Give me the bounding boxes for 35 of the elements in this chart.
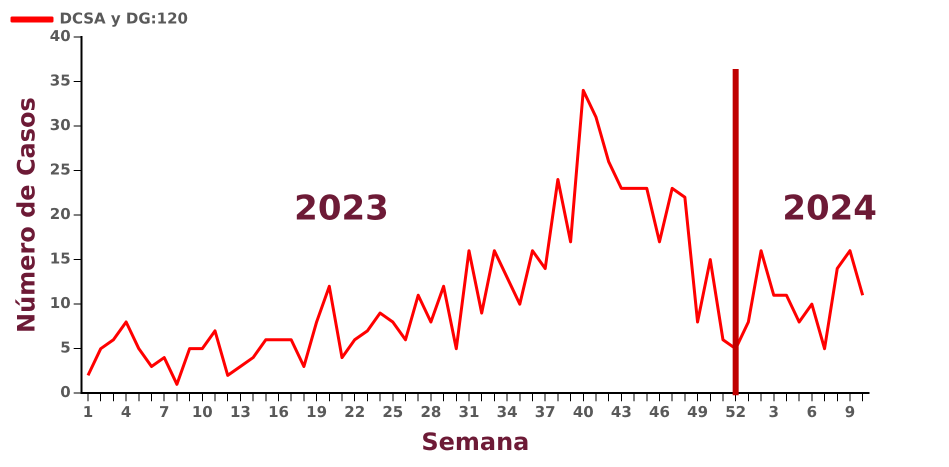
x-tick-label: 3 (768, 403, 779, 422)
annotation: 2024 (782, 188, 877, 228)
x-tick-label: 52 (725, 403, 746, 422)
y-tick-label: 0 (60, 383, 71, 402)
x-tick-label: 13 (230, 403, 251, 422)
x-tick-label: 46 (649, 403, 670, 422)
x-axis-title: Semana (421, 428, 530, 456)
x-tick-label: 19 (306, 403, 328, 422)
x-tick-label: 6 (806, 403, 818, 422)
x-tick-label: 43 (610, 403, 632, 422)
x-tick-label: 25 (382, 403, 404, 422)
x-tick-label: 10 (192, 403, 213, 422)
y-tick-label: 30 (50, 116, 71, 134)
annotation: 2023 (294, 188, 389, 228)
x-tick-label: 34 (496, 403, 518, 422)
y-tick-label: 25 (50, 160, 71, 178)
y-tick-label: 40 (50, 26, 71, 45)
x-tick-label: 28 (420, 403, 442, 422)
x-tick-label: 40 (572, 403, 594, 422)
y-tick-label: 35 (50, 71, 71, 90)
x-tick-label: 31 (458, 403, 480, 422)
y-tick-label: 20 (50, 204, 71, 223)
x-tick-label: 37 (534, 403, 556, 422)
x-tick-label: 7 (159, 403, 170, 422)
x-tick-label: 4 (120, 403, 132, 422)
x-tick-label: 9 (844, 403, 856, 422)
y-tick-label: 10 (50, 294, 71, 312)
y-tick-label: 15 (50, 250, 71, 268)
x-tick-label: 22 (344, 403, 366, 422)
x-tick-label: 1 (82, 403, 94, 422)
x-tick-label: 49 (687, 403, 708, 422)
x-tick-label: 16 (268, 403, 289, 422)
legend-label: DCSA y DG:120 (60, 9, 188, 28)
y-tick-label: 5 (60, 338, 71, 357)
y-axis-title: Número de Casos (12, 97, 41, 334)
